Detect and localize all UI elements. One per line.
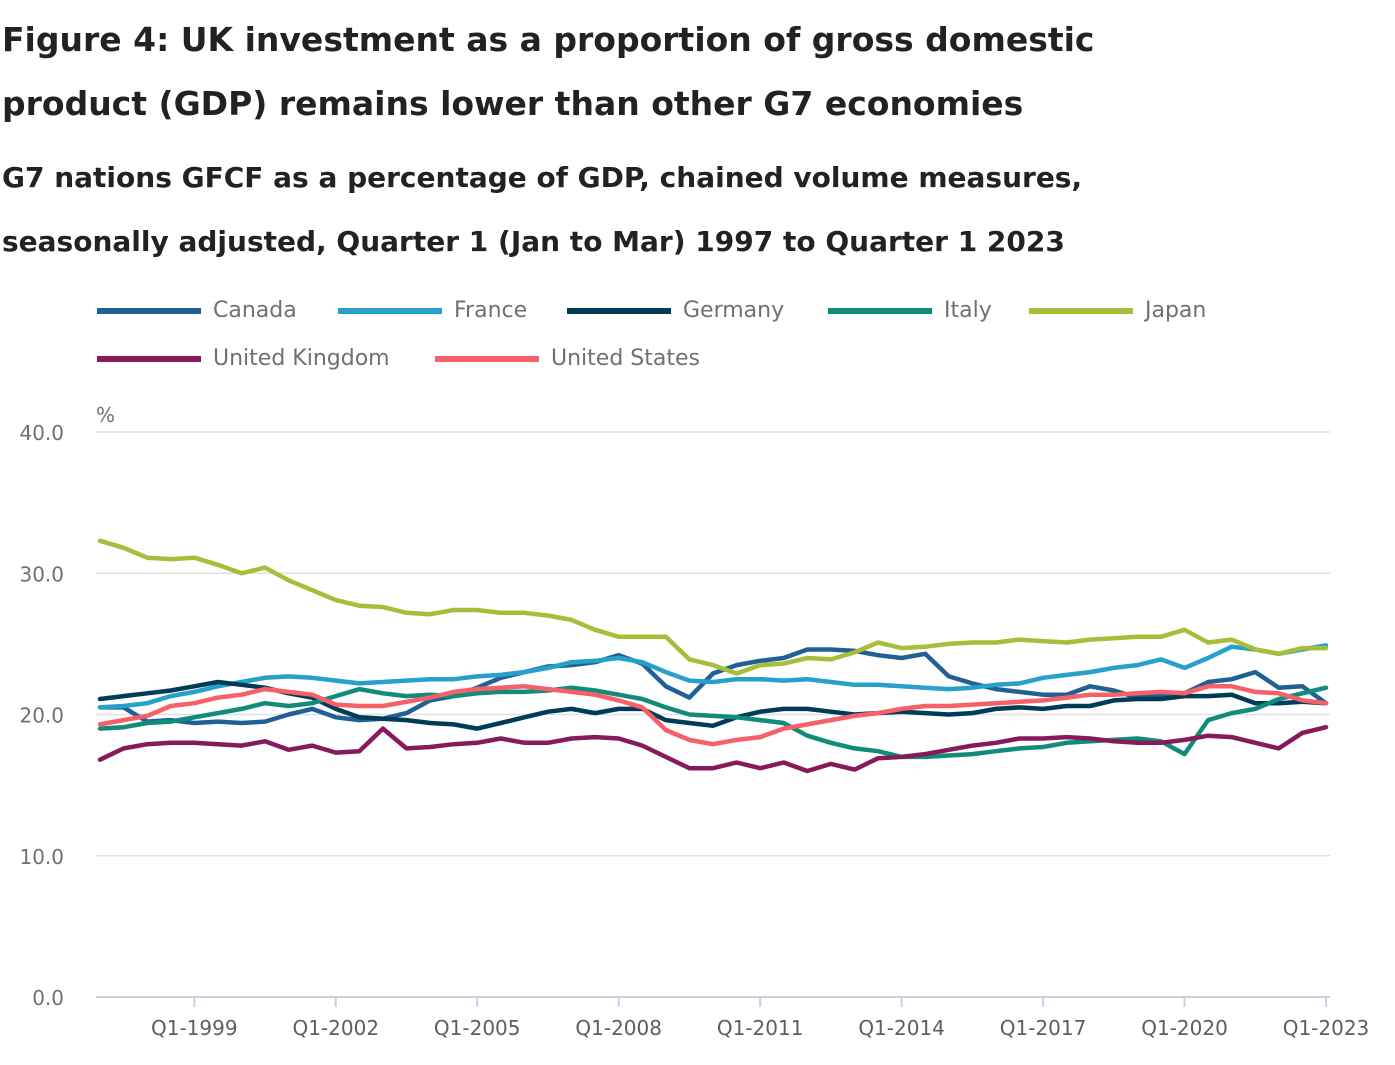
y-tick-label: 40.0: [19, 421, 64, 445]
legend-label: France: [454, 298, 528, 323]
legend-item-united-states[interactable]: United States: [435, 346, 700, 371]
x-tick-label: Q1-2020: [1141, 1016, 1228, 1040]
series-line-united-states: [97, 684, 1329, 747]
x-tick-label: Q1-2014: [858, 1016, 945, 1040]
x-tick-label: Q1-2011: [717, 1016, 804, 1040]
series-lines: [97, 538, 1329, 774]
legend-label: United States: [551, 346, 700, 371]
series-line-germany: [97, 679, 1329, 731]
series-line-canada: [97, 647, 1329, 726]
legend-item-germany[interactable]: Germany: [567, 298, 784, 323]
series-line-italy: [97, 685, 1329, 760]
legend-swatch: [97, 355, 201, 362]
axes: 0.0 10.0 20.0 30.0 40.0 Q1-1999 Q1-2002 Q1-2005…: [19, 421, 1369, 1040]
legend-label: Germany: [683, 298, 785, 323]
legend-label: Canada: [213, 298, 297, 323]
legend-label: Japan: [1145, 298, 1207, 323]
legend-item-japan[interactable]: Japan: [1029, 298, 1206, 323]
y-tick-label: 0.0: [32, 986, 64, 1010]
legend-item-canada[interactable]: Canada: [97, 298, 297, 323]
series-line-united-kingdom: [97, 724, 1329, 774]
x-tick-label: Q1-1999: [151, 1016, 238, 1040]
legend-label: United Kingdom: [213, 346, 390, 371]
legend-swatch: [828, 307, 932, 314]
legend-swatch: [435, 355, 539, 362]
legend-item-france[interactable]: France: [338, 298, 527, 323]
chart-title: Figure 4: UK investment as a proportion …: [2, 20, 1095, 123]
y-tick-label: 10.0: [19, 845, 64, 869]
series-line-japan: [97, 538, 1329, 676]
legend-item-italy[interactable]: Italy: [828, 298, 992, 323]
legend-item-united-kingdom[interactable]: United Kingdom: [97, 346, 390, 371]
gridlines: [96, 431, 1330, 857]
series-line-france: [97, 643, 1329, 710]
legend-swatch: [97, 307, 201, 314]
x-tick-label: Q1-2008: [575, 1016, 662, 1040]
legend-swatch: [567, 307, 671, 314]
x-tick-label: Q1-2023: [1283, 1016, 1370, 1040]
chart-subtitle: G7 nations GFCF as a percentage of GDP, …: [2, 161, 1083, 258]
line-chart: 0.0 10.0 20.0 30.0 40.0 Q1-1999 Q1-2002 Q1-2005…: [19, 403, 1369, 1040]
x-tick-label: Q1-2017: [1000, 1016, 1087, 1040]
y-axis-unit-label: %: [96, 403, 115, 427]
y-tick-label: 20.0: [19, 704, 64, 728]
y-tick-label: 30.0: [19, 562, 64, 586]
legend-label: Italy: [944, 298, 992, 323]
legend-swatch: [1029, 307, 1133, 314]
x-tick-label: Q1-2002: [292, 1016, 379, 1040]
x-tick-label: Q1-2005: [434, 1016, 521, 1040]
legend-swatch: [338, 307, 442, 314]
